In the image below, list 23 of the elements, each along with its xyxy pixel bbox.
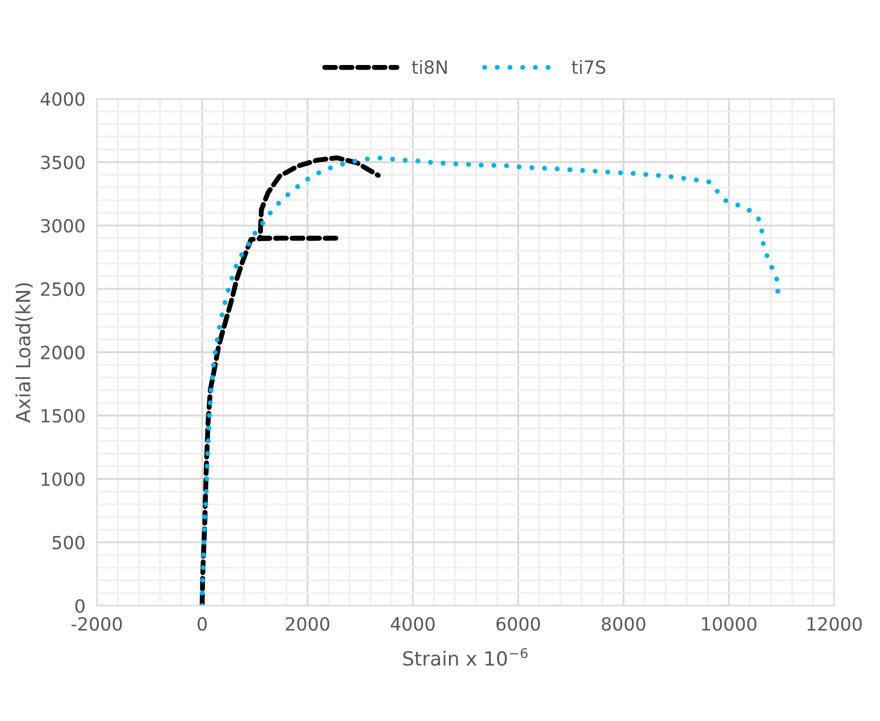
x-tick-label: 6000 <box>496 617 540 631</box>
y-tick-label: 1000 <box>42 472 84 486</box>
x-tick-label: 2000 <box>286 617 330 631</box>
x-tick-label: 8000 <box>602 617 646 631</box>
y-tick-label: 2500 <box>41 282 84 296</box>
y-tick-label: 1500 <box>42 409 84 423</box>
x-axis-title: Strain x 10$^{−6}$ <box>403 648 528 666</box>
x-tick-label: 0 <box>198 617 207 631</box>
legend-label: ti7S <box>572 60 606 74</box>
x-tick-label: 4000 <box>390 617 435 631</box>
x-tick-label: 12000 <box>808 617 862 631</box>
y-tick-label: 0 <box>75 599 84 613</box>
x-tick-label: -2000 <box>71 617 122 631</box>
y-tick-label: 2000 <box>41 346 84 360</box>
y-axis-title: Axial Load(kN) <box>15 283 33 423</box>
line-series <box>200 155 381 606</box>
legend-label: ti8N <box>412 60 447 74</box>
x-tick-label: 10000 <box>702 617 756 631</box>
y-tick-label: 3000 <box>41 218 84 233</box>
y-tick-label: 4000 <box>40 92 84 106</box>
y-tick-label: 500 <box>52 536 84 550</box>
line-series <box>200 155 782 606</box>
y-tick-label: 3500 <box>41 156 84 170</box>
